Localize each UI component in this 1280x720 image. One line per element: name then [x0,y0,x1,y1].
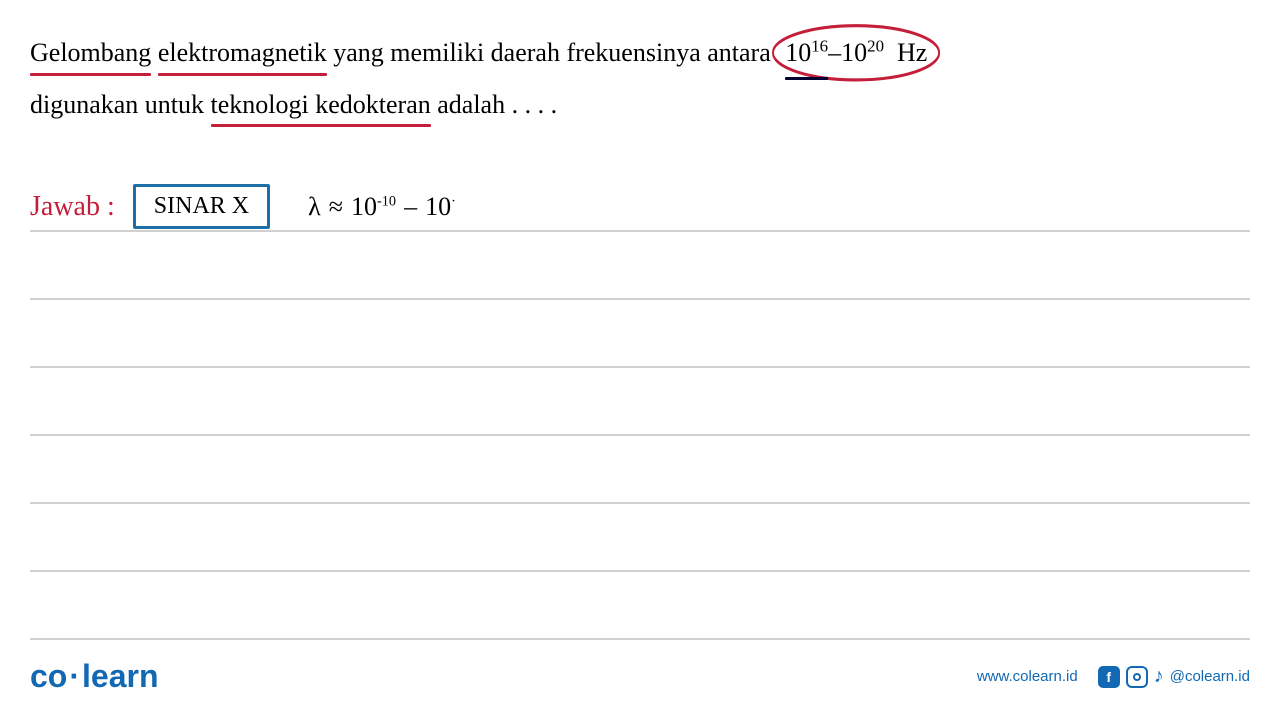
approx-symbol: ≈ [329,192,343,222]
instagram-inner-icon [1133,673,1141,681]
freq-value-1: 1016 [785,32,828,74]
lambda-exp1: -10 [377,193,396,209]
answer-box: SINAR X [133,184,270,229]
circled-frequency: 1016 –1020 Hz [777,30,935,76]
facebook-icon: f [1098,666,1120,688]
freq-base-1: 10 [785,38,811,67]
worksheet-lines: Jawab : SINAR X λ ≈ 10-10 – 10· [30,180,1250,640]
website-url: www.colearn.id [977,668,1078,685]
ruled-line [30,572,1250,640]
question-text-2a: digunakan untuk [30,90,204,119]
freq-base-2: 10 [841,38,867,67]
instagram-icon [1126,666,1148,688]
footer-right: www.colearn.id f ♪ @colearn.id [977,665,1250,688]
underlined-word-1: Gelombang [30,32,151,74]
answer-row: Jawab : SINAR X λ ≈ 10-10 – 10· [30,180,1250,229]
freq-unit: Hz [897,38,927,67]
social-handle: @colearn.id [1170,668,1250,685]
underlined-word-3: teknologi kedokteran [211,84,431,126]
lambda-exp2: · [451,193,456,209]
logo-learn: learn [82,658,158,694]
ruled-line [30,436,1250,504]
lambda-val1: 10-10 [351,192,396,222]
question-line-1: Gelombang elektromagnetik yang memiliki … [30,30,1250,76]
question-text-2b: adalah . . . . [437,90,557,119]
logo: co·learn [30,658,158,695]
lambda-symbol: λ [308,192,321,222]
logo-dot: · [69,658,80,694]
question-text-1: yang memiliki daerah frekuensinya antara [333,38,770,67]
question-area: Gelombang elektromagnetik yang memiliki … [0,0,1280,125]
underlined-word-2: elektromagnetik [158,32,327,74]
lambda-dash: – [404,192,417,222]
question-line-2: digunakan untuk teknologi kedokteran ada… [30,84,1250,126]
ruled-line [30,232,1250,300]
answer-label: Jawab : [30,191,115,223]
lambda-base1: 10 [351,192,377,221]
ruled-line [30,368,1250,436]
logo-co: co [30,658,67,694]
ruled-line [30,504,1250,572]
ruled-line [30,300,1250,368]
freq-exp-2: 20 [867,36,884,55]
lambda-expression: λ ≈ 10-10 – 10· [308,192,456,222]
lambda-val2: 10· [425,192,456,222]
answer-line: Jawab : SINAR X λ ≈ 10-10 – 10· [30,180,1250,232]
lambda-base2: 10 [425,192,451,221]
social-group: f ♪ @colearn.id [1098,665,1250,688]
freq-dash: – [828,38,841,67]
freq-exp-1: 16 [811,36,828,55]
tiktok-icon: ♪ [1154,665,1164,688]
footer: co·learn www.colearn.id f ♪ @colearn.id [30,658,1250,695]
